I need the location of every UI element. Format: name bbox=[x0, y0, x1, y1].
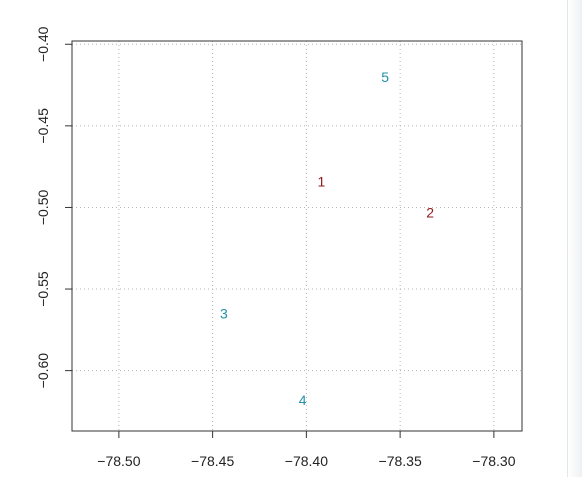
point-label-4: 4 bbox=[299, 392, 307, 408]
point-label-1: 1 bbox=[317, 173, 325, 189]
x-axis: −78.50 −78.45 −78.40 −78.35 −78.30 bbox=[97, 431, 516, 469]
plot-frame bbox=[71, 40, 523, 432]
grid-lines bbox=[72, 41, 522, 431]
point-label-5: 5 bbox=[381, 69, 389, 85]
y-axis: −0.40 −0.45 −0.50 −0.55 −0.60 bbox=[35, 26, 72, 388]
x-tick-label: −78.45 bbox=[191, 453, 234, 469]
data-points: 1 2 3 4 5 bbox=[220, 69, 434, 408]
point-label-3: 3 bbox=[220, 306, 228, 322]
x-tick-label: −78.30 bbox=[472, 453, 515, 469]
point-label-2: 2 bbox=[426, 204, 434, 220]
x-tick-label: −78.50 bbox=[97, 453, 140, 469]
window-edge bbox=[567, 0, 582, 477]
y-tick-label: −0.40 bbox=[35, 26, 51, 62]
y-tick-label: −0.60 bbox=[35, 353, 51, 389]
x-tick-label: −78.35 bbox=[379, 453, 422, 469]
y-tick-label: −0.50 bbox=[35, 190, 51, 226]
x-tick-label: −78.40 bbox=[285, 453, 328, 469]
y-tick-label: −0.45 bbox=[35, 108, 51, 144]
y-tick-label: −0.55 bbox=[35, 271, 51, 307]
